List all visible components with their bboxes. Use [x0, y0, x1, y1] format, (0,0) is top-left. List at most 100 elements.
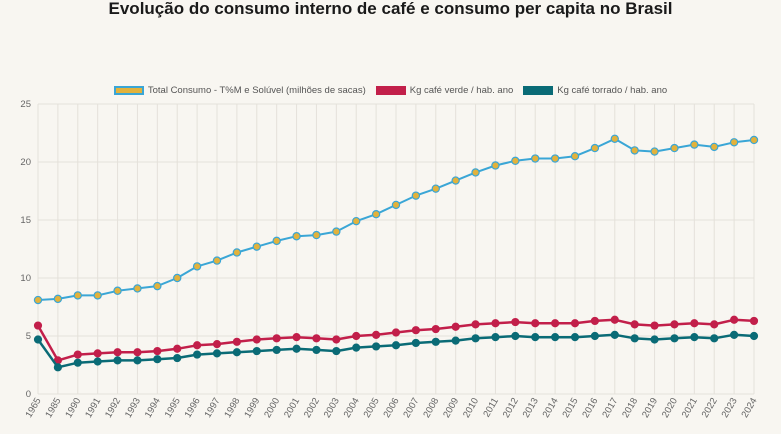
x-tick-label: 1998: [222, 396, 242, 420]
x-tick-label: 2006: [382, 396, 402, 420]
x-tick-label: 2019: [640, 396, 660, 420]
x-tick-label: 2009: [441, 396, 461, 420]
x-tick-label: 2011: [481, 396, 501, 419]
data-point-series-1: [272, 334, 281, 343]
data-point-series-0: [610, 134, 619, 143]
x-tick-label: 2003: [322, 396, 342, 420]
data-point-series-2: [471, 334, 480, 343]
data-point-series-0: [749, 135, 759, 145]
data-point-series-2: [153, 355, 162, 364]
x-tick-label: 2001: [282, 396, 302, 420]
data-point-series-0: [670, 143, 679, 153]
data-point-series-2: [232, 348, 241, 357]
x-tick-label: 2021: [680, 396, 700, 420]
data-point-series-2: [590, 331, 599, 341]
data-point-series-0: [153, 281, 162, 291]
legend-label-cafe-verde: Kg café verde / hab. ano: [409, 85, 514, 96]
data-point-series-0: [431, 184, 440, 193]
data-point-series-2: [272, 345, 281, 355]
data-point-series-2: [630, 334, 639, 343]
data-point-series-2: [451, 336, 460, 345]
data-point-series-2: [710, 334, 719, 343]
x-tick-label: 1990: [63, 396, 83, 420]
data-point-series-1: [352, 331, 361, 341]
x-tick-label: 2018: [620, 396, 640, 420]
x-tick-label: 2004: [342, 396, 362, 420]
data-point-series-1: [610, 315, 619, 324]
x-tick-label: 2008: [421, 396, 441, 420]
data-point-series-2: [312, 345, 321, 355]
y-tick-label: 0: [26, 389, 31, 400]
data-point-series-2: [551, 333, 560, 342]
data-point-series-1: [491, 319, 500, 328]
data-point-series-1: [710, 320, 719, 329]
data-point-series-1: [391, 328, 401, 337]
data-point-series-0: [690, 140, 699, 149]
data-point-series-0: [391, 200, 401, 210]
x-tick-label: 1999: [242, 396, 262, 420]
data-point-series-2: [749, 331, 759, 341]
x-tick-label: 2023: [720, 396, 740, 420]
legend-swatch-cafe-torrado: [523, 86, 554, 95]
legend-item-cafe-torrado[interactable]: Kg café torrado / hab. ano: [523, 85, 667, 96]
y-tick-label: 20: [20, 157, 31, 168]
data-point-series-0: [113, 286, 122, 295]
data-point-series-0: [352, 216, 361, 226]
data-point-series-0: [451, 176, 460, 185]
data-point-series-1: [33, 321, 43, 330]
data-point-series-2: [690, 333, 699, 342]
x-tick-label: 1991: [83, 396, 103, 420]
data-point-series-0: [411, 191, 421, 200]
x-tick-label: 1993: [123, 396, 143, 420]
legend-item-total-consumo[interactable]: Total Consumo - T%M e Solúvel (milhões d…: [113, 85, 366, 96]
data-point-series-2: [292, 344, 301, 353]
data-point-series-1: [531, 319, 540, 328]
data-point-series-0: [511, 156, 520, 166]
data-point-series-2: [431, 337, 440, 346]
x-tick-label: 2022: [700, 396, 720, 420]
legend-label-cafe-torrado: Kg café torrado / hab. ano: [557, 85, 668, 96]
data-point-series-0: [292, 232, 301, 241]
x-tick-label: 2010: [461, 396, 481, 420]
data-point-series-0: [232, 248, 242, 257]
y-tick-label: 15: [20, 215, 31, 226]
legend-item-cafe-verde[interactable]: Kg café verde / hab. ano: [375, 85, 514, 96]
data-point-series-2: [730, 330, 739, 339]
data-point-series-0: [550, 154, 560, 163]
x-tick-label: 2017: [600, 396, 620, 420]
x-tick-label: 1994: [143, 396, 163, 420]
data-point-series-2: [133, 356, 142, 365]
data-point-series-1: [193, 341, 202, 350]
data-point-series-2: [53, 363, 62, 372]
x-tick-label: 2012: [501, 396, 521, 420]
data-point-series-2: [33, 335, 43, 344]
data-point-series-0: [371, 209, 381, 219]
data-point-series-1: [173, 344, 182, 353]
data-point-series-2: [372, 342, 381, 351]
data-point-series-2: [391, 341, 401, 350]
y-tick-label: 10: [20, 273, 31, 284]
x-tick-label: 2014: [541, 396, 561, 420]
legend-swatch-total-consumo: [113, 86, 144, 95]
data-point-series-2: [531, 333, 540, 342]
data-point-series-0: [33, 295, 43, 305]
data-point-series-1: [113, 348, 122, 357]
data-point-series-2: [650, 335, 659, 344]
data-point-series-0: [729, 138, 739, 147]
data-point-series-2: [570, 333, 580, 342]
data-point-series-2: [212, 349, 222, 358]
data-point-series-2: [670, 334, 679, 343]
data-point-series-2: [113, 356, 122, 365]
data-point-series-1: [730, 315, 739, 324]
data-point-series-1: [232, 337, 241, 346]
data-point-series-0: [133, 284, 142, 293]
data-point-series-0: [173, 273, 182, 283]
x-tick-label: 2002: [302, 396, 322, 420]
data-point-series-1: [312, 334, 321, 343]
data-point-series-2: [332, 346, 341, 356]
chart-legend: Total Consumo - T%M e Solúvel (milhões d…: [0, 85, 781, 96]
x-tick-label: 2013: [521, 396, 541, 420]
data-point-series-0: [332, 227, 341, 236]
x-tick-label: 2007: [401, 396, 421, 420]
data-point-series-1: [292, 333, 301, 342]
